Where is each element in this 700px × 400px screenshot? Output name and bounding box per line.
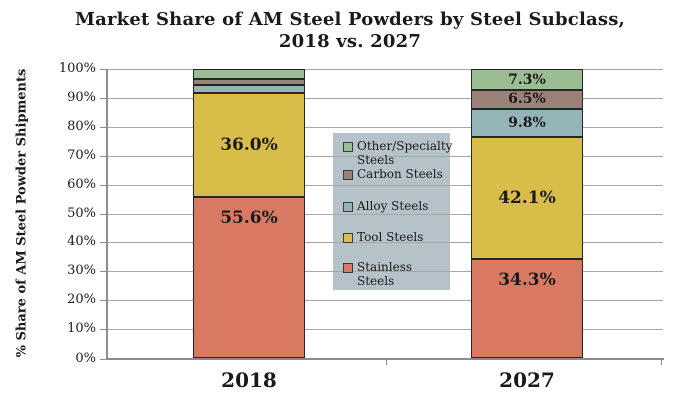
y-tick-label: 90% [67, 89, 96, 105]
plot-area: Other/Specialty Steels Carbon Steels Alloy… [59, 61, 664, 366]
chart-title: Market Share of AM Steel Powders by Stee… [0, 9, 700, 53]
y-tick-label: 50% [67, 205, 96, 221]
y-tick-label: 30% [67, 263, 96, 279]
segment-tool-steels-2027: 42.1% [471, 137, 583, 259]
gridline-30 [108, 271, 663, 273]
legend-swatch-other-specialty-steels [343, 142, 353, 152]
segment-alloy-steels-2027: 9.8% [471, 108, 583, 138]
y-tick-mark [100, 126, 106, 128]
segment-alloy-steels-2018 [193, 84, 305, 94]
segment-label: 7.3% [508, 71, 546, 88]
x-tick-mark [661, 360, 662, 365]
gridline-40 [108, 242, 663, 244]
gridline-20 [108, 300, 663, 302]
legend-swatch-alloy-steels [343, 202, 353, 212]
legend-item-label: Other/Specialty Steels [357, 139, 453, 167]
segment-label: 34.3% [498, 269, 556, 290]
gridline-10 [108, 329, 663, 331]
y-tick-label: 20% [67, 292, 96, 308]
y-tick-mark [100, 271, 106, 273]
y-tick-mark [100, 155, 106, 157]
x-axis-label-2027: 2027 [499, 368, 555, 392]
segment-label: 42.1% [498, 188, 556, 209]
y-tick-mark [100, 329, 106, 331]
gridline-50 [108, 213, 663, 215]
x-axis-line [106, 358, 664, 360]
y-tick-label: 70% [67, 147, 96, 163]
gridline-90 [108, 97, 663, 99]
legend-item-label: Tool Steels [357, 230, 424, 244]
y-tick-mark [100, 184, 106, 186]
legend-swatch-stainless-steels [343, 263, 353, 273]
y-tick-label: 60% [67, 176, 96, 192]
gridline-80 [108, 126, 663, 128]
segment-stainless-steels-2018: 55.6% [193, 197, 305, 358]
gridline-60 [108, 184, 663, 186]
legend-item-carbon-steels: Carbon Steels [343, 167, 449, 181]
legend-item-other-specialty-steels: Other/Specialty Steels [343, 139, 453, 167]
segment-carbon-steels-2027: 6.5% [471, 90, 583, 109]
segment-label: 55.6% [220, 208, 278, 229]
gridline-70 [108, 155, 663, 157]
legend-swatch-carbon-steels [343, 170, 353, 180]
y-tick-label: 40% [67, 234, 96, 250]
legend-swatch-tool-steels [343, 233, 353, 243]
legend-item-label: Alloy Steels [357, 199, 429, 213]
x-axis-label-2018: 2018 [221, 368, 277, 392]
legend-item-label: Stainless Steels [357, 260, 413, 288]
y-tick-mark [100, 69, 106, 70]
segment-stainless-steels-2027: 34.3% [471, 258, 583, 358]
legend-item-stainless-steels: Stainless Steels [343, 260, 449, 288]
y-tick-mark [100, 213, 106, 215]
y-axis-title: % Share of AM Steel Powder Shipments [14, 68, 30, 358]
segment-label: 36.0% [220, 135, 278, 156]
legend-item-tool-steels: Tool Steels [343, 230, 449, 244]
y-tick-label: 10% [67, 321, 96, 337]
y-tick-label: 80% [67, 118, 96, 134]
y-tick-mark [100, 300, 106, 302]
x-tick-mark [386, 360, 387, 365]
y-tick-label: 0% [75, 351, 96, 366]
y-axis-line [106, 69, 108, 360]
chart-title-line2: 2018 vs. 2027 [278, 31, 422, 52]
segment-label: 9.8% [508, 115, 546, 132]
legend: Other/Specialty Steels Carbon Steels Alloy… [333, 133, 453, 290]
segment-other-specialty-steels-2018 [193, 69, 305, 80]
y-tick-label: 100% [58, 61, 96, 76]
segment-carbon-steels-2018 [193, 79, 305, 85]
y-tick-mark [100, 97, 106, 99]
y-tick-mark [100, 242, 106, 244]
legend-item-alloy-steels: Alloy Steels [343, 199, 449, 213]
segment-other-specialty-steels-2027: 7.3% [471, 69, 583, 91]
legend-item-label: Carbon Steels [357, 167, 443, 181]
chart-title-line1: Market Share of AM Steel Powders by Stee… [75, 9, 625, 30]
segment-tool-steels-2018: 36.0% [193, 93, 305, 198]
y-tick-mark [100, 359, 106, 360]
gridline-100 [108, 69, 663, 70]
segment-label: 6.5% [508, 91, 546, 108]
